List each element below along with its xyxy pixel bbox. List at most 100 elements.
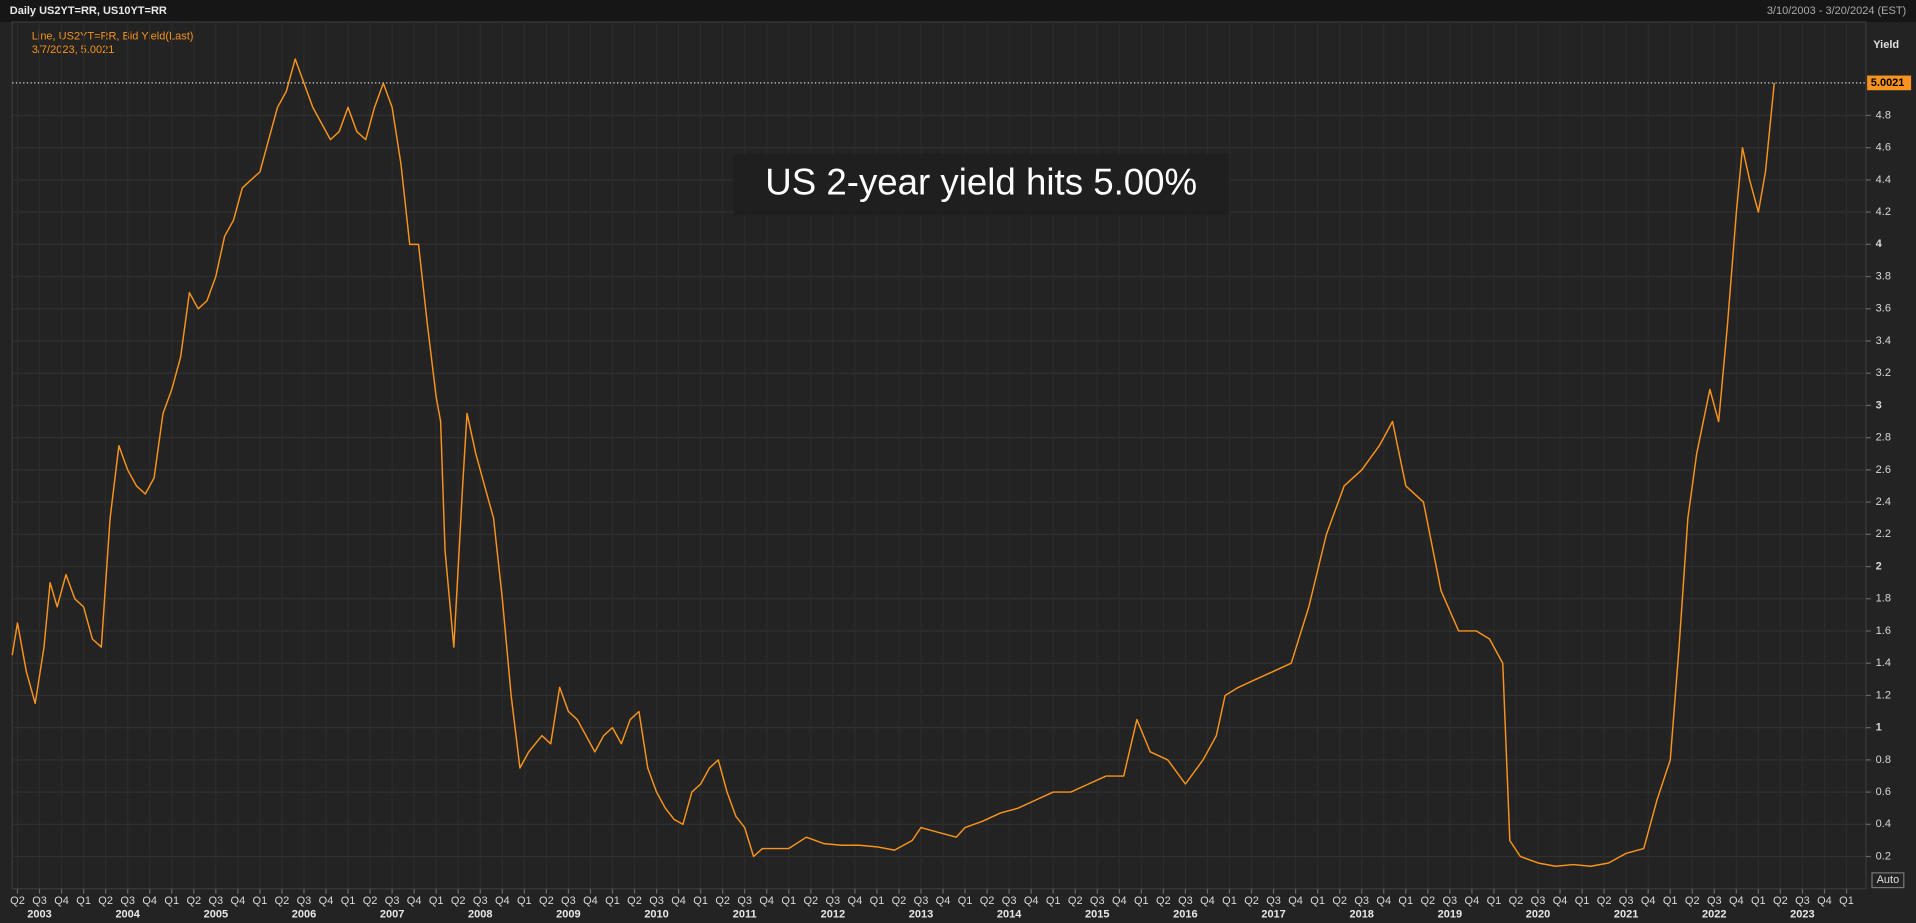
x-tick-label: Q3 xyxy=(561,895,576,907)
auto-button[interactable] xyxy=(1871,872,1905,889)
x-tick-label: Q4 xyxy=(1024,895,1039,907)
header-bar xyxy=(0,0,1916,23)
x-tick-label: Q2 xyxy=(715,895,730,907)
x-tick-label: Q4 xyxy=(1729,895,1744,907)
y-axis-label: Yield xyxy=(1873,39,1899,51)
x-tick-label: Q3 xyxy=(1795,895,1810,907)
y-tick-label: 2.2 xyxy=(1876,528,1891,540)
x-tick-label: Q1 xyxy=(958,895,973,907)
x-tick-label: Q4 xyxy=(54,895,69,907)
x-tick-label: Q3 xyxy=(1531,895,1546,907)
y-tick-label: 1 xyxy=(1876,722,1882,734)
x-tick-label: Q3 xyxy=(1266,895,1281,907)
annotation: US 2-year yield hits 5.00% xyxy=(765,161,1197,202)
x-tick-label: Q1 xyxy=(1398,895,1413,907)
y-tick-label: 3.4 xyxy=(1876,335,1891,347)
year-label: 2021 xyxy=(1614,908,1638,920)
auto-button-label[interactable]: Auto xyxy=(1877,874,1900,886)
x-tick-label: Q4 xyxy=(1553,895,1568,907)
x-tick-label: Q3 xyxy=(914,895,929,907)
series-line xyxy=(11,58,1775,868)
year-label: 2013 xyxy=(909,908,933,920)
x-tick-label: Q3 xyxy=(1707,895,1722,907)
x-tick-label: Q3 xyxy=(1443,895,1458,907)
x-tick-label: Q3 xyxy=(473,895,488,907)
x-tick-label: Q3 xyxy=(737,895,752,907)
y-tick-label: 0.6 xyxy=(1876,786,1891,798)
x-tick-label: Q4 xyxy=(319,895,334,907)
y-tick-label: 4.4 xyxy=(1876,174,1891,186)
x-tick-label: Q3 xyxy=(1002,895,1017,907)
x-tick-label: Q1 xyxy=(605,895,620,907)
x-tick-label: Q2 xyxy=(1068,895,1083,907)
x-tick-label: Q1 xyxy=(870,895,885,907)
year-label: 2023 xyxy=(1790,908,1814,920)
x-tick-label: Q1 xyxy=(1222,895,1237,907)
header-title: Daily US2YT=RR, US10YT=RR xyxy=(10,5,167,17)
year-label: 2006 xyxy=(292,908,316,920)
header-range: 3/10/2003 - 3/20/2024 (EST) xyxy=(1767,5,1906,17)
x-tick-label: Q2 xyxy=(627,895,642,907)
x-tick-label: Q1 xyxy=(1310,895,1325,907)
x-tick-label: Q4 xyxy=(495,895,510,907)
x-tick-label: Q4 xyxy=(1641,895,1656,907)
x-tick-label: Q1 xyxy=(429,895,444,907)
annotation-box xyxy=(733,154,1230,216)
y-tick-label: 1.2 xyxy=(1876,689,1891,701)
x-tick-label: Q1 xyxy=(1134,895,1149,907)
x-tick-label: Q1 xyxy=(341,895,356,907)
x-tick-label: Q4 xyxy=(142,895,157,907)
x-tick-label: Q3 xyxy=(32,895,47,907)
x-tick-label: Q3 xyxy=(1090,895,1105,907)
year-label: 2022 xyxy=(1702,908,1726,920)
x-tick-label: Q1 xyxy=(781,895,796,907)
x-tick-label: Q4 xyxy=(848,895,863,907)
x-tick-label: Q2 xyxy=(1156,895,1171,907)
x-tick-label: Q1 xyxy=(1575,895,1590,907)
legend-detail: 3/7/2023, 5.0021 xyxy=(32,44,115,56)
x-tick-label: Q2 xyxy=(1685,895,1700,907)
x-tick-label: Q3 xyxy=(208,895,223,907)
year-label: 2018 xyxy=(1349,908,1373,920)
y-tick-label: 4.2 xyxy=(1876,206,1891,218)
x-tick-label: Q1 xyxy=(1751,895,1766,907)
x-tick-label: Q2 xyxy=(803,895,818,907)
x-tick-label: Q2 xyxy=(186,895,201,907)
year-label: 2012 xyxy=(821,908,845,920)
year-label: 2020 xyxy=(1526,908,1550,920)
x-tick-label: Q1 xyxy=(517,895,532,907)
x-tick-label: Q1 xyxy=(1487,895,1502,907)
x-tick-label: Q4 xyxy=(1200,895,1215,907)
x-tick-label: Q2 xyxy=(451,895,466,907)
x-tick-label: Q1 xyxy=(253,895,268,907)
x-tick-label: Q2 xyxy=(1244,895,1259,907)
x-tick-label: Q4 xyxy=(1376,895,1391,907)
x-tick-label: Q4 xyxy=(936,895,951,907)
y-tick-label: 4 xyxy=(1876,238,1883,250)
x-tick-label: Q3 xyxy=(1178,895,1193,907)
y-tick-label: 1.4 xyxy=(1876,657,1891,669)
x-tick-label: Q2 xyxy=(1332,895,1347,907)
legend-entry: Line, US2YT=RR, Bid Yield(Last) xyxy=(32,31,194,43)
y-tick-label: 0.8 xyxy=(1876,754,1891,766)
x-tick-label: Q1 xyxy=(76,895,91,907)
year-label: 2004 xyxy=(115,908,140,920)
x-tick-label: Q1 xyxy=(1839,895,1854,907)
year-label: 2003 xyxy=(27,908,51,920)
year-label: 2017 xyxy=(1261,908,1285,920)
x-tick-label: Q3 xyxy=(1354,895,1369,907)
y-tick-label: 2.4 xyxy=(1876,496,1891,508)
x-tick-label: Q4 xyxy=(1288,895,1303,907)
x-tick-label: Q2 xyxy=(10,895,25,907)
y-tick-label: 3.8 xyxy=(1876,270,1891,282)
year-label: 2019 xyxy=(1438,908,1462,920)
y-tick-label: 0.2 xyxy=(1876,850,1891,862)
x-tick-label: Q2 xyxy=(1597,895,1612,907)
last-value-tag xyxy=(1867,75,1912,91)
year-label: 2005 xyxy=(204,908,228,920)
year-label: 2009 xyxy=(556,908,580,920)
x-tick-label: Q4 xyxy=(231,895,246,907)
plot-frame xyxy=(11,21,1867,890)
